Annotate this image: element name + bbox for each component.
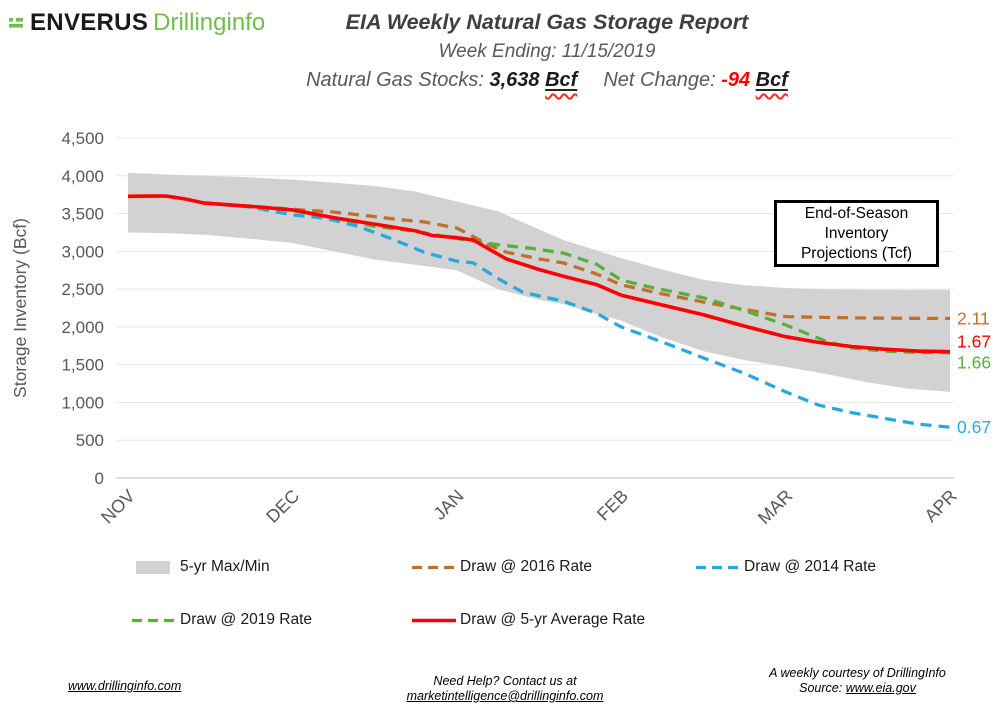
legend-swatch-dash-icon: [132, 618, 176, 622]
legend-swatch-solid-icon: [412, 618, 456, 622]
legend-swatch-band-icon: [136, 560, 170, 574]
footer-center: Need Help? Contact us at marketintellige…: [370, 674, 640, 704]
courtesy-text: A weekly courtesy of DrillingInfo: [769, 666, 946, 680]
series-line-draw-2014-rate: [204, 201, 951, 429]
legend-swatch-dash-icon: [696, 565, 740, 569]
legend-label: 5-yr Max/Min: [180, 558, 270, 575]
y-tick-label: 2,000: [61, 318, 104, 337]
annotation-line-3: Projections (Tcf): [800, 244, 913, 262]
x-tick-label-nov: NOV: [97, 486, 139, 528]
legend-item-draw-2016-rate: Draw @ 2016 Rate: [410, 557, 592, 577]
annotation-line-1: End-of-Season: [804, 204, 909, 222]
y-tick-label: 3,500: [61, 205, 104, 224]
net-change-label: Net Change:: [603, 69, 722, 91]
legend-label: Draw @ 2016 Rate: [460, 558, 593, 575]
legend-label: Draw @ 5-yr Average Rate: [460, 611, 646, 628]
report-title: EIA Weekly Natural Gas Storage Report: [345, 10, 749, 34]
eia-gov-link[interactable]: www.eia.gov: [845, 681, 916, 695]
end-label-draw-2016-rate: 2.11: [957, 308, 990, 328]
end-of-season-annotation-box: End-of-Season Inventory Projections (Tcf…: [774, 200, 939, 267]
legend-item-draw-2014-rate: Draw @ 2014 Rate: [694, 557, 876, 577]
legend-item-draw-2019-rate: Draw @ 2019 Rate: [130, 610, 312, 630]
source-line: Source: www.eia.gov: [760, 681, 955, 696]
legend-item-5-yr-max-min: 5-yr Max/Min: [130, 557, 270, 577]
net-change-value: -94: [721, 69, 756, 91]
need-help-text: Need Help? Contact us at: [433, 674, 577, 688]
y-tick-label: 0: [95, 469, 104, 488]
legend-item-draw-5-yr-average-rate: Draw @ 5-yr Average Rate: [410, 610, 645, 630]
annotation-line-2: Inventory: [824, 224, 889, 242]
x-tick-label-feb: FEB: [593, 486, 632, 525]
y-tick-label: 3,000: [61, 242, 104, 261]
x-tick-label-apr: APR: [921, 486, 961, 526]
y-tick-label: 1,500: [61, 356, 104, 375]
enverus-logo-mark-icon: [9, 18, 23, 28]
y-tick-label: 1,000: [61, 393, 104, 412]
stocks-unit: Bcf: [545, 69, 578, 91]
y-tick-label: 4,000: [61, 167, 104, 186]
five-year-max-min-band: [128, 172, 950, 392]
stocks-value: 3,638: [489, 69, 546, 91]
series-line-draw-2016-rate: [204, 201, 951, 321]
marketintelligence-email-link[interactable]: marketintelligence@drillinginfo.com: [406, 689, 604, 703]
x-tick-label-jan: JAN: [429, 486, 467, 524]
footer-right: A weekly courtesy of DrillingInfo Source…: [760, 666, 955, 696]
source-label: Source:: [799, 681, 846, 695]
net-change-unit: Bcf: [755, 69, 788, 91]
end-label-draw-2019-rate: 1.66: [957, 353, 991, 373]
y-tick-label: 4,500: [61, 129, 104, 148]
legend-label: Draw @ 2014 Rate: [744, 558, 877, 575]
x-tick-label-mar: MAR: [754, 486, 796, 528]
logo-enverus-text: ENVERUS: [30, 9, 149, 36]
legend-label: Draw @ 2019 Rate: [180, 611, 313, 628]
y-tick-label: 500: [76, 431, 104, 450]
x-tick-label-dec: DEC: [262, 486, 303, 527]
footer-left: www.drillinginfo.com: [68, 679, 181, 694]
drillinginfo-link[interactable]: www.drillinginfo.com: [68, 679, 182, 693]
enverus-drillinginfo-logo: ENVERUS Drillinginfo: [8, 9, 265, 37]
end-label-draw-2014-rate: 0.67: [957, 417, 991, 437]
legend-swatch-dash-icon: [412, 565, 456, 569]
stocks-label: Natural Gas Stocks:: [306, 69, 490, 91]
y-tick-label: 2,500: [61, 280, 104, 299]
series-line-draw-5-yr-average-rate: [127, 194, 951, 354]
week-ending-subtitle: Week Ending: 11/15/2019: [438, 41, 656, 62]
stocks-summary-line: Natural Gas Stocks: 3,638 Bcf Net Change:…: [95, 69, 999, 92]
logo-drillinginfo-text: Drillinginfo: [153, 9, 266, 36]
end-label-draw-5-yr-average-rate: 1.67: [957, 332, 991, 352]
y-axis-title: Storage Inventory (Bcf): [10, 218, 30, 398]
